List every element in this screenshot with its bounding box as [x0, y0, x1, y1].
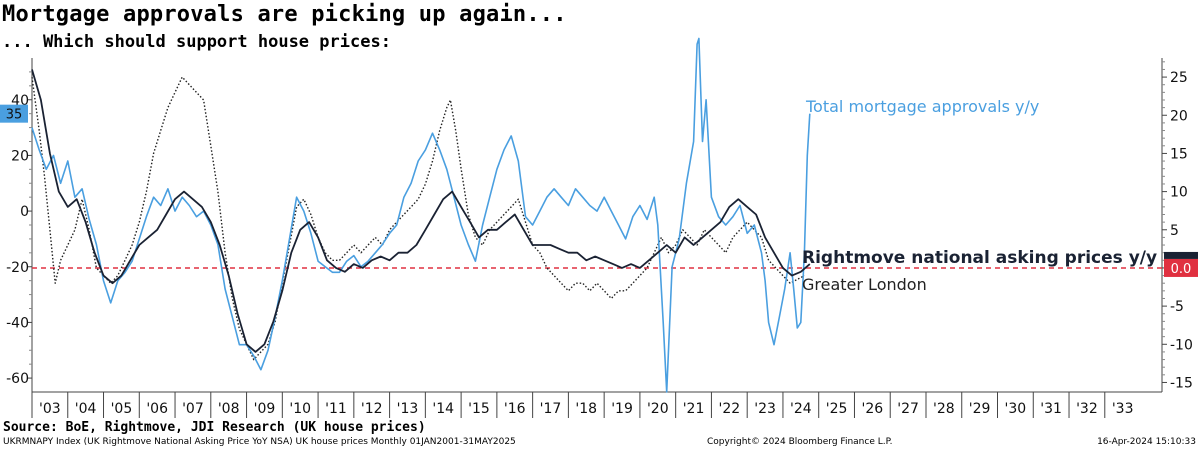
x-tick-label: '10 [289, 401, 311, 417]
x-tick-label: '26 [862, 401, 884, 417]
footer-index-info: UKRMNAPY Index (UK Rightmove National As… [3, 437, 516, 447]
reference-value-badge [1164, 258, 1198, 277]
left-tick-label: -40 [6, 315, 29, 331]
series-line-total-mortgage-approvals-y-y [31, 37, 811, 393]
left-tick-label: -60 [6, 371, 29, 387]
chart-subtitle: ... Which should support house prices: [2, 32, 391, 52]
right-tick-label: -15 [1170, 375, 1193, 391]
x-tick-label: '23 [754, 401, 776, 417]
series-line-greater-london [31, 76, 805, 361]
chart-title: Mortgage approvals are picking up again.… [2, 2, 567, 27]
x-tick-label: '18 [575, 401, 597, 417]
x-tick-label: '14 [432, 401, 454, 417]
x-tick-label: '08 [218, 401, 240, 417]
right-tick-label: 5 [1170, 223, 1179, 239]
x-tick-label: '31 [1040, 401, 1062, 417]
x-tick-label: '09 [254, 401, 276, 417]
right-tick-label: 15 [1170, 146, 1188, 162]
x-tick-label: '27 [897, 401, 919, 417]
label-greater-london: Greater London [802, 275, 927, 294]
series-group [31, 37, 811, 393]
x-tick-label: '11 [325, 401, 347, 417]
x-tick-label: '03 [39, 401, 61, 417]
source-note: Source: BoE, Rightmove, JDI Research (UK… [3, 420, 426, 435]
value-badges: 350.0 [0, 104, 1198, 277]
x-tick-label: '15 [468, 401, 490, 417]
mortgage-value-badge [0, 104, 28, 123]
series-line-rightmove-national-asking-prices-y-y [31, 69, 811, 353]
footer-timestamp: 16-Apr-2024 15:10:33 [1097, 437, 1196, 447]
x-tick-label: '07 [182, 401, 204, 417]
x-tick-label: '28 [933, 401, 955, 417]
rightmove-value-marker [1164, 251, 1198, 259]
x-tick-label: '33 [1112, 401, 1134, 417]
x-tick-label: '24 [790, 401, 812, 417]
mortgage-value-badge-text: 35 [6, 108, 23, 123]
x-tick-label: '12 [361, 401, 383, 417]
x-tick-label: '22 [718, 401, 740, 417]
left-tick-label: 0 [20, 204, 29, 220]
right-tick-label: -5 [1170, 299, 1184, 315]
right-tick-label: -10 [1170, 337, 1193, 353]
series-labels: Total mortgage approvals y/y Rightmove n… [802, 97, 1157, 294]
label-rightmove-national: Rightmove national asking prices y/y [802, 248, 1157, 268]
x-tick-label: '05 [111, 401, 133, 417]
x-tick-label: '06 [146, 401, 168, 417]
axes: 40200-20-40-602520151050-5-10-15'03'04'0… [6, 58, 1193, 418]
x-tick-label: '17 [540, 401, 562, 417]
left-tick-label: -20 [6, 260, 29, 276]
right-tick-label: 25 [1170, 70, 1188, 86]
x-tick-label: '04 [75, 401, 97, 417]
right-tick-label: 20 [1170, 108, 1188, 124]
x-tick-label: '20 [647, 401, 669, 417]
left-tick-label: 20 [11, 148, 29, 164]
x-tick-label: '30 [1005, 401, 1027, 417]
x-tick-label: '13 [397, 401, 419, 417]
label-total-mortgage-approvals: Total mortgage approvals y/y [805, 97, 1039, 116]
reference-value-badge-text: 0.0 [1171, 262, 1192, 277]
x-tick-label: '21 [683, 401, 705, 417]
x-tick-label: '19 [611, 401, 633, 417]
x-tick-label: '25 [826, 401, 848, 417]
x-tick-label: '16 [504, 401, 526, 417]
x-tick-label: '29 [969, 401, 991, 417]
footer-copyright: Copyright© 2024 Bloomberg Finance L.P. [707, 437, 893, 447]
x-tick-label: '32 [1076, 401, 1098, 417]
right-tick-label: 10 [1170, 185, 1188, 201]
